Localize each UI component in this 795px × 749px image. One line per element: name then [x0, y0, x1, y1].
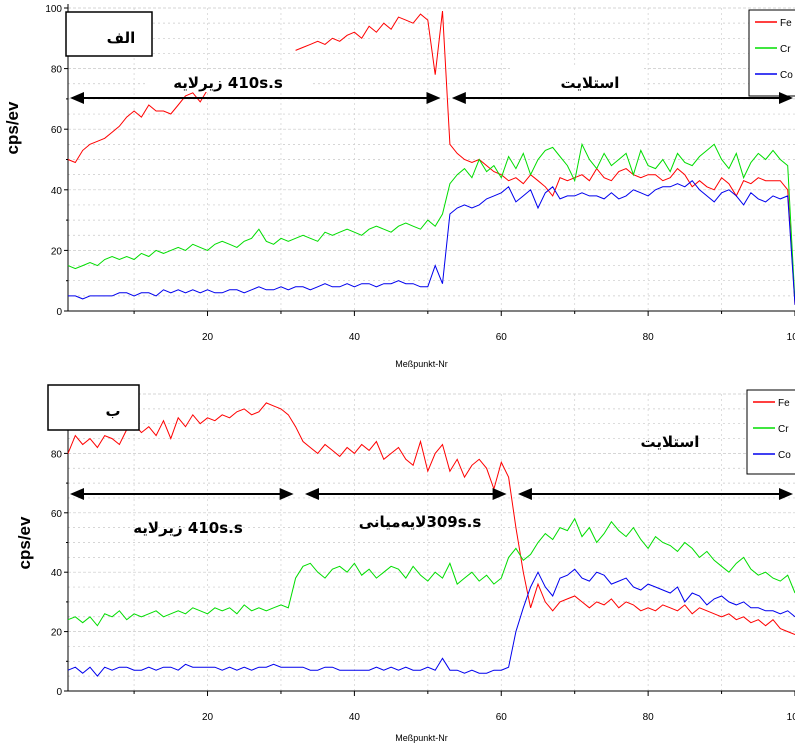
chart-panel-2: 0 20 40 60 80 20 40 60 80 100 Meßpunkt-Nr cps/ev ب Fe…	[15, 384, 795, 743]
x-tick-label: 20	[202, 712, 214, 723]
annotation-arrow	[304, 488, 507, 500]
x-tick-label: 80	[643, 332, 655, 343]
panel-label: الف	[107, 29, 136, 47]
annotation-label: 309s.sلایه‌میانی	[359, 513, 482, 531]
legend-label-co: Co	[778, 450, 791, 461]
arrow-head-right	[492, 488, 507, 500]
x-axis-label: Meßpunkt-Nr	[395, 359, 448, 369]
annotation-bg	[146, 70, 310, 92]
annotation-arrow	[70, 92, 441, 104]
series-line-fe	[67, 402, 795, 636]
grid	[68, 7, 795, 311]
annotation-label: 410s.s زیرلایه	[133, 519, 243, 537]
panel-label-box	[65, 11, 153, 57]
annotation-arrow	[451, 92, 793, 104]
arrow-head-right	[779, 92, 793, 104]
arrow-head-right	[779, 488, 793, 500]
y-tick-label: 0	[56, 687, 62, 698]
x-tick-label: 20	[202, 332, 214, 343]
series-line-co	[67, 568, 795, 677]
y-tick-label: 20	[51, 246, 63, 257]
annotation-label: 410s.s زیرلایه	[173, 74, 283, 92]
annotation-bg	[510, 68, 644, 100]
arrow-head-left	[70, 92, 84, 104]
y-tick-label: 80	[51, 449, 63, 460]
y-tick-label: 60	[51, 125, 63, 136]
series-line-cr	[67, 517, 795, 627]
panel-label-box	[47, 384, 140, 431]
arrow-head-right	[279, 488, 294, 500]
grid	[68, 393, 795, 691]
x-tick-label: 40	[349, 712, 361, 723]
annotation-label: استلایت	[641, 433, 700, 451]
annotation-label: استلایت	[561, 74, 620, 92]
legend-label-cr: Cr	[780, 44, 791, 55]
annotation-arrow	[70, 488, 294, 500]
arrow-head-left	[304, 488, 319, 500]
series-line-cr	[67, 142, 795, 302]
y-tick-label: 60	[51, 509, 63, 520]
x-tick-label: 40	[349, 332, 361, 343]
chart-panel-1: 0 20 40 60 80 100 20 40 60 80 100 Meßpunkt-Nr cps/ev…	[3, 4, 795, 369]
x-tick-label: 60	[496, 712, 508, 723]
legend-label-fe: Fe	[780, 18, 792, 29]
panel-label: ب	[105, 402, 120, 420]
series-line-fe	[67, 10, 795, 305]
legend-label-co: Co	[780, 70, 793, 81]
y-tick-label: 40	[51, 186, 63, 197]
legend-label-cr: Cr	[778, 424, 789, 435]
arrow-head-left	[70, 488, 84, 500]
legend-box	[746, 389, 795, 475]
y-tick-label: 80	[51, 65, 63, 76]
x-tick-label: 80	[643, 712, 655, 723]
y-axis-label: cps/ev	[15, 516, 34, 569]
x-tick-label: 60	[496, 332, 508, 343]
y-axis-label: cps/ev	[3, 101, 22, 154]
arrow-head-left	[451, 92, 466, 104]
y-tick-label: 20	[51, 628, 63, 639]
arrow-head-left	[517, 488, 532, 500]
legend: Fe Cr Co	[748, 9, 795, 97]
annotation-arrow	[517, 488, 793, 500]
y-tick-label: 40	[51, 568, 63, 579]
legend: Fe Cr Co	[746, 389, 795, 475]
legend-box	[748, 9, 795, 97]
y-tick-label: 0	[56, 307, 62, 318]
series-line-co	[68, 179, 795, 305]
legend-label-fe: Fe	[778, 398, 790, 409]
y-tick-label: 100	[45, 4, 62, 15]
arrow-head-right	[426, 92, 441, 104]
x-axis-label: Meßpunkt-Nr	[395, 733, 448, 743]
x-tick-label: 100	[787, 332, 795, 343]
x-tick-label: 100	[787, 712, 795, 723]
